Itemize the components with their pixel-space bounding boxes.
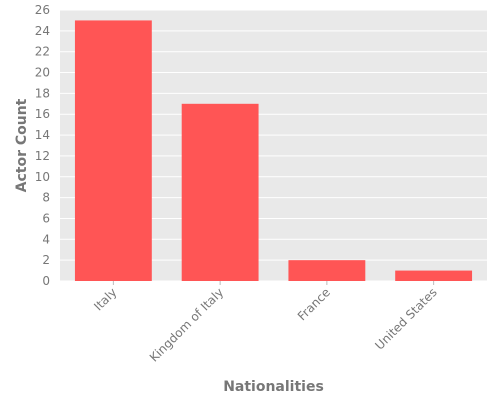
bar-kingdom-of-italy bbox=[181, 103, 259, 281]
y-tick-label: 24 bbox=[35, 24, 50, 38]
y-tick-label: 16 bbox=[35, 107, 50, 121]
bar-italy bbox=[74, 20, 152, 282]
y-tick-label: 2 bbox=[42, 253, 50, 267]
y-tick-label: 18 bbox=[35, 86, 50, 100]
y-tick-label: 6 bbox=[42, 211, 50, 225]
y-tick-label: 10 bbox=[35, 170, 50, 184]
y-tick-label: 4 bbox=[42, 232, 50, 246]
y-tick-label: 14 bbox=[35, 128, 50, 142]
y-tick-label: 0 bbox=[42, 274, 50, 288]
bar-france bbox=[288, 260, 366, 281]
y-tick-label: 26 bbox=[35, 3, 50, 17]
y-tick-label: 8 bbox=[42, 191, 50, 205]
x-tick-label: France bbox=[295, 285, 333, 323]
x-axis-ticks: Italy Kingdom of Italy France United States bbox=[91, 281, 440, 365]
y-axis-title: Actor Count bbox=[14, 98, 30, 192]
y-tick-label: 20 bbox=[35, 66, 50, 80]
x-tick-label: Kingdom of Italy bbox=[147, 285, 226, 364]
y-tick-label: 12 bbox=[35, 149, 50, 163]
bar-united-states bbox=[395, 270, 473, 281]
bars bbox=[74, 20, 473, 282]
y-tick-label: 22 bbox=[35, 45, 50, 59]
x-axis-title: Nationalities bbox=[223, 379, 324, 395]
x-tick-label: Italy bbox=[91, 285, 119, 313]
x-tick-label: United States bbox=[372, 285, 439, 352]
